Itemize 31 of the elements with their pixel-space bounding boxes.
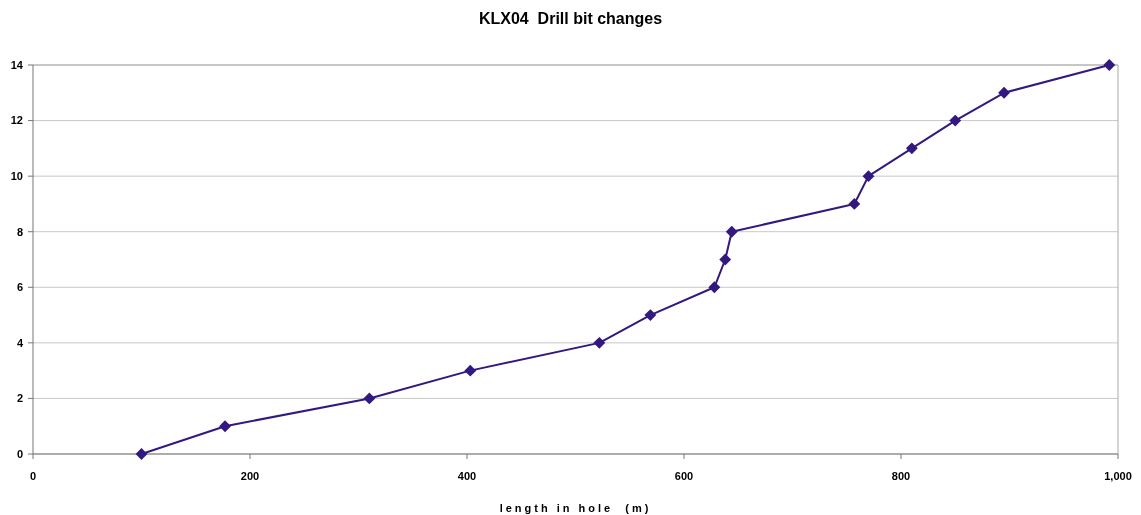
point bbox=[949, 114, 962, 127]
point bbox=[644, 309, 657, 321]
x-tick-label: 1,000 bbox=[1104, 470, 1132, 482]
y-tick-label: 10 bbox=[10, 169, 23, 182]
y-tick-label: 8 bbox=[16, 225, 23, 238]
point bbox=[593, 336, 606, 349]
chart-title: KLX04 Drill bit changes bbox=[478, 10, 663, 27]
y-tick-label: 14 bbox=[10, 58, 24, 71]
point bbox=[862, 170, 875, 183]
y-tick-label: 12 bbox=[10, 114, 23, 127]
y-tick-label: 2 bbox=[16, 392, 23, 405]
point bbox=[219, 420, 231, 433]
x-tick-label: 800 bbox=[891, 470, 911, 482]
x-tick-label: 600 bbox=[674, 470, 694, 482]
x-tick-label: 200 bbox=[240, 470, 260, 482]
x-axis-title: length in hole (m) bbox=[499, 502, 652, 514]
point bbox=[1103, 59, 1116, 71]
x-tick-label: 400 bbox=[457, 470, 477, 482]
point bbox=[719, 253, 732, 266]
x-tick-label: 0 bbox=[29, 470, 37, 482]
point bbox=[848, 198, 861, 210]
point bbox=[464, 364, 477, 377]
y-tick-label: 4 bbox=[16, 336, 24, 349]
y-tick-label: 6 bbox=[16, 281, 23, 294]
point bbox=[905, 142, 918, 155]
point bbox=[135, 448, 148, 460]
point bbox=[708, 281, 721, 294]
point bbox=[725, 225, 738, 238]
point bbox=[998, 86, 1010, 99]
point bbox=[363, 392, 376, 405]
y-tick-label: 0 bbox=[16, 447, 23, 460]
